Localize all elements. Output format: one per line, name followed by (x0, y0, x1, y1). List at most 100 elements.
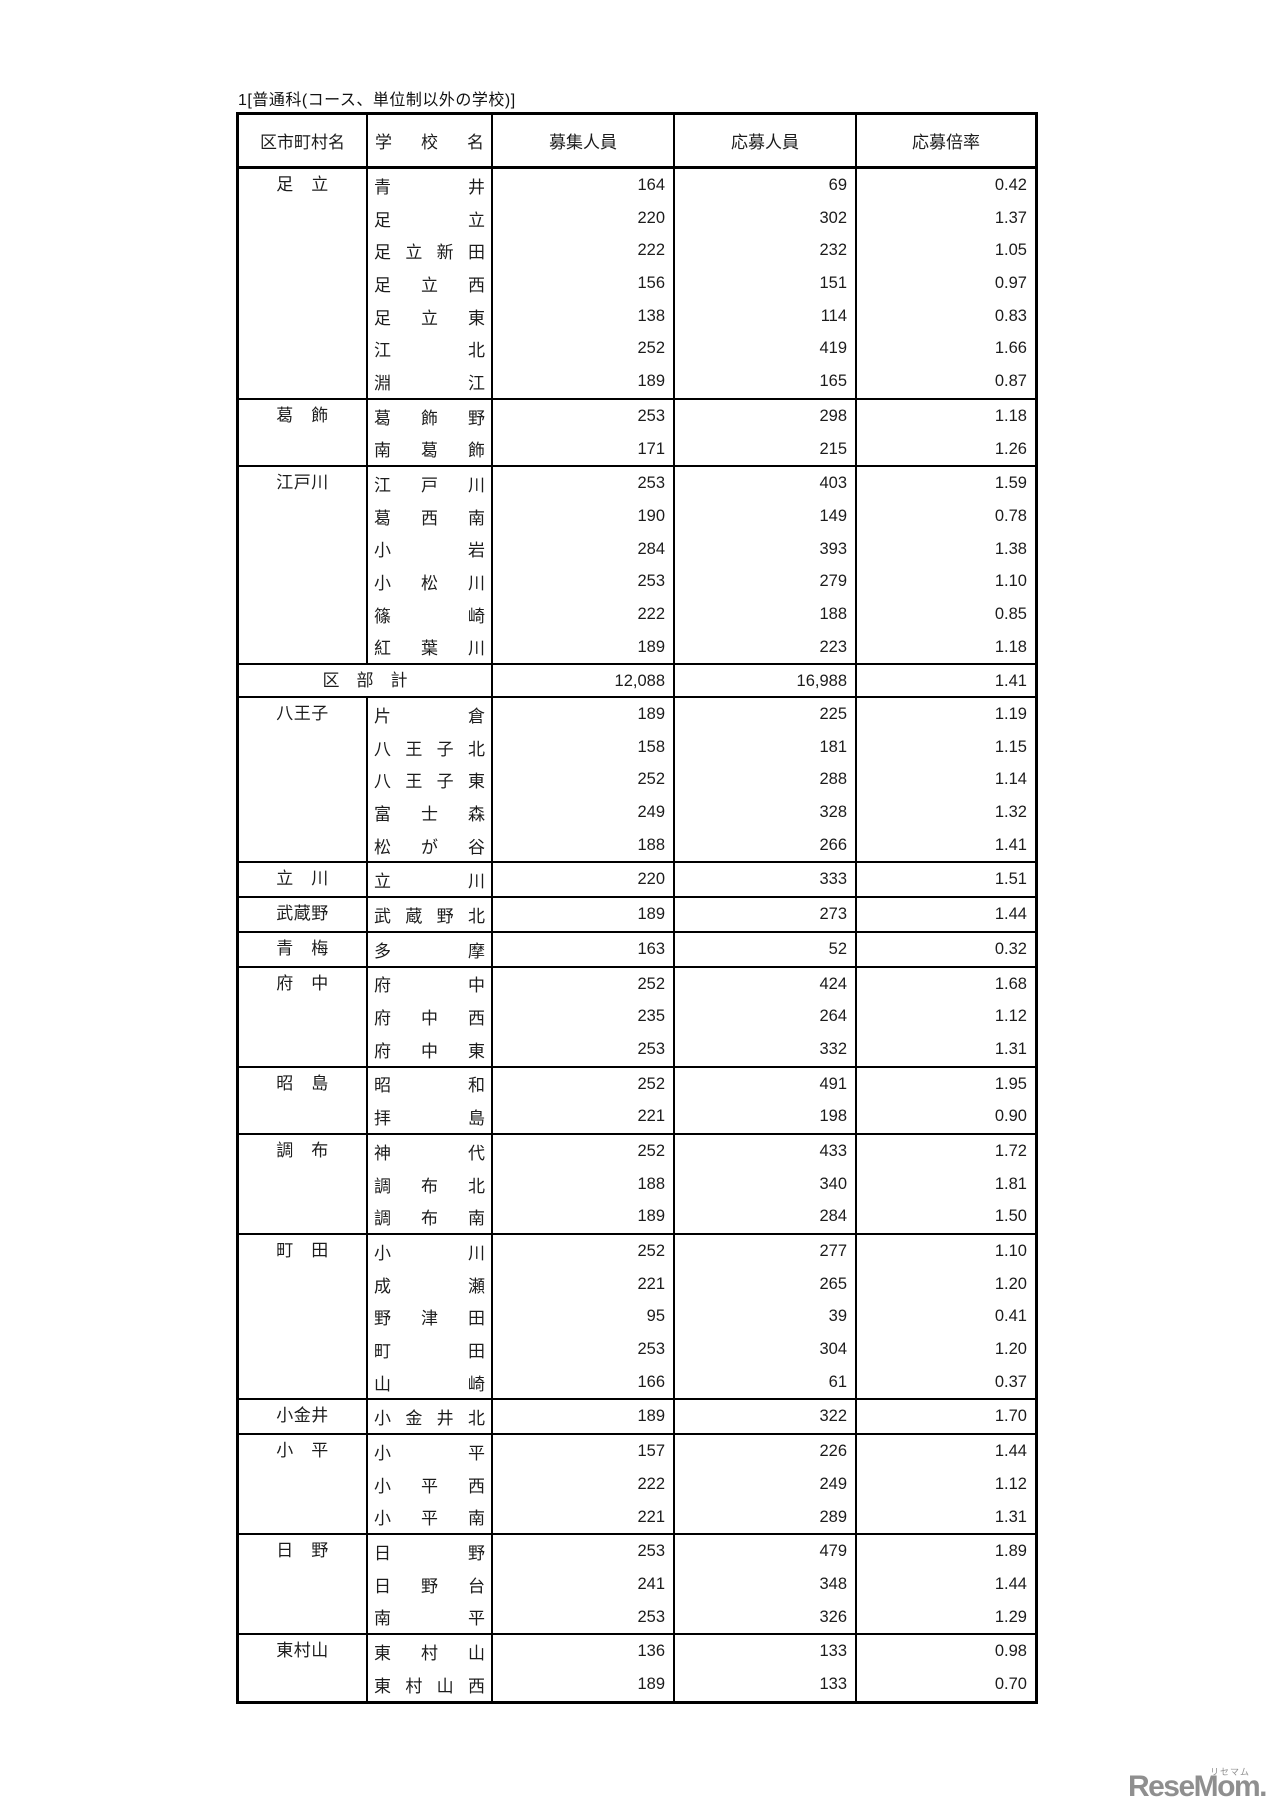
school-name-cell: 野津田 (368, 1300, 493, 1334)
municipality-section: 武蔵野 武蔵野北 189 273 1.44 (239, 896, 1035, 931)
recruit-count-cell: 188 (493, 1167, 675, 1201)
table-row: 山崎 166 61 0.37 (368, 1365, 1035, 1399)
header-application-ratio: 応募倍率 (912, 133, 980, 152)
school-name-cell: 片倉 (368, 698, 493, 731)
municipality-name-cell: 武蔵野 (239, 898, 368, 931)
school-name-cell: 東村山 (368, 1635, 493, 1669)
applicant-count-cell: 151 (675, 267, 857, 300)
section-rows: 小川 252 277 1.10 成瀬 221 265 1.20 野津田 95 3… (368, 1235, 1035, 1399)
application-ratio-cell: 1.41 (994, 672, 1027, 691)
application-ratio-cell: 0.78 (994, 506, 1027, 525)
application-ratio-cell: 0.90 (994, 1107, 1027, 1126)
municipality-section: 調 布 神代 252 433 1.72 調布北 188 340 1.81 調布南… (239, 1132, 1035, 1234)
recruit-count-cell: 249 (493, 796, 675, 829)
municipality-name-cell: 葛 飾 (239, 399, 368, 466)
applicant-count-cell: 198 (675, 1100, 857, 1133)
applicant-count-cell: 215 (675, 432, 857, 466)
municipality-name-cell: 江戸川 (239, 467, 368, 664)
table-row: 江北 252 419 1.66 (368, 332, 1035, 366)
application-ratio-cell: 0.97 (994, 274, 1027, 293)
school-name-cell: 八王子東 (368, 763, 493, 797)
application-ratio-cell: 1.89 (994, 1542, 1027, 1561)
applicant-count-cell: 266 (675, 828, 857, 862)
applicant-count-cell: 114 (675, 299, 857, 333)
recruit-count-cell: 221 (493, 1267, 675, 1301)
school-name-cell: 富士森 (368, 796, 493, 829)
application-ratio-cell: 1.32 (994, 803, 1027, 822)
recruit-count-cell: 188 (493, 828, 675, 862)
school-name-cell: 日野台 (368, 1567, 493, 1601)
applicant-count-cell: 69 (675, 169, 857, 202)
page-title: 1[普通科(コース、単位制以外の学校)] (238, 92, 516, 109)
application-ratio-cell: 1.68 (994, 974, 1027, 993)
table-row: 日野台 241 348 1.44 (368, 1567, 1035, 1601)
application-ratio-cell: 1.44 (994, 905, 1027, 924)
school-name-cell: 小川 (368, 1235, 493, 1268)
application-ratio-cell: 1.14 (994, 770, 1027, 789)
application-ratio-cell: 1.44 (994, 1442, 1027, 1461)
application-ratio-cell: 0.98 (994, 1642, 1027, 1661)
recruit-count-cell: 12,088 (493, 665, 675, 699)
school-name-cell: 東村山西 (368, 1668, 493, 1701)
application-ratio-cell: 1.18 (994, 637, 1027, 656)
table-row: 東村山西 189 133 0.70 (368, 1668, 1035, 1701)
school-name-cell: 府中東 (368, 1032, 493, 1066)
application-ratio-cell: 0.37 (994, 1372, 1027, 1391)
school-name-cell: 小松川 (368, 565, 493, 598)
school-name-cell: 淵江 (368, 365, 493, 398)
table-row: 松が谷 188 266 1.41 (368, 828, 1035, 862)
school-name-cell: 松が谷 (368, 828, 493, 862)
table-row: 拝島 221 198 0.90 (368, 1100, 1035, 1133)
municipality-name-cell: 足 立 (239, 169, 368, 398)
applicant-count-cell: 419 (675, 332, 857, 366)
table-row: 淵江 189 165 0.87 (368, 365, 1035, 398)
school-name-cell: 調布北 (368, 1167, 493, 1201)
application-ratio-cell: 1.10 (994, 1242, 1027, 1261)
ward-total-label-cell: 区 部 計 (239, 665, 493, 696)
recruit-count-cell: 221 (493, 1500, 675, 1534)
recruit-count-cell: 235 (493, 1000, 675, 1033)
application-ratio-cell: 1.81 (994, 1174, 1027, 1193)
applicant-count-cell: 165 (675, 365, 857, 398)
resemom-watermark: リセマム ReseMom. (1128, 1767, 1268, 1804)
recruit-count-cell: 221 (493, 1100, 675, 1133)
table-row: 府中西 235 264 1.12 (368, 1000, 1035, 1033)
recruit-count-cell: 252 (493, 967, 675, 1001)
school-name-cell: 紅葉川 (368, 630, 493, 664)
section-rows: 葛飾野 253 298 1.18 南葛飾 171 215 1.26 (368, 399, 1035, 466)
applicant-count-cell: 284 (675, 1200, 857, 1234)
recruit-count-cell: 220 (493, 863, 675, 897)
applicant-count-cell: 328 (675, 796, 857, 829)
table-row: 足立新田 222 232 1.05 (368, 234, 1035, 268)
header-applicant-count: 応募人員 (675, 115, 857, 166)
table-row: 足立東 138 114 0.83 (368, 299, 1035, 333)
application-ratio-cell: 1.37 (994, 208, 1027, 227)
table-row: 八王子北 158 181 1.15 (368, 730, 1035, 764)
municipality-section: 江戸川 江戸川 253 403 1.59 葛西南 190 149 0.78 小岩… (239, 465, 1035, 664)
municipality-section: 町 田 小川 252 277 1.10 成瀬 221 265 1.20 野津田 … (239, 1233, 1035, 1399)
applicant-count-cell: 277 (675, 1235, 857, 1268)
section-rows: 小平 157 226 1.44 小平西 222 249 1.12 小平南 221… (368, 1435, 1035, 1534)
recruit-count-cell: 190 (493, 499, 675, 533)
school-name-cell: 町田 (368, 1333, 493, 1366)
school-name-cell: 南平 (368, 1600, 493, 1634)
recruit-count-cell: 252 (493, 1235, 675, 1268)
recruit-count-cell: 220 (493, 201, 675, 235)
recruit-count-cell: 189 (493, 1200, 675, 1234)
school-name-cell: 武蔵野北 (368, 898, 493, 931)
recruit-count-cell: 252 (493, 1134, 675, 1168)
school-name-cell: 足立 (368, 201, 493, 235)
application-ratio-cell: 1.50 (994, 1207, 1027, 1226)
school-name-cell: 小岩 (368, 532, 493, 566)
applicant-count-cell: 433 (675, 1134, 857, 1168)
applicant-count-cell: 133 (675, 1635, 857, 1669)
application-ratio-cell: 0.70 (994, 1675, 1027, 1693)
section-rows: 東村山 136 133 0.98 東村山西 189 133 0.70 (368, 1635, 1035, 1701)
applicant-count-cell: 333 (675, 863, 857, 897)
school-name-cell: 山崎 (368, 1365, 493, 1399)
school-name-cell: 江北 (368, 332, 493, 366)
municipality-section: 八王子 片倉 189 225 1.19 八王子北 158 181 1.15 八王… (239, 696, 1035, 862)
recruit-count-cell: 222 (493, 1467, 675, 1501)
recruit-count-cell: 157 (493, 1435, 675, 1468)
applicant-count-cell: 264 (675, 1000, 857, 1033)
